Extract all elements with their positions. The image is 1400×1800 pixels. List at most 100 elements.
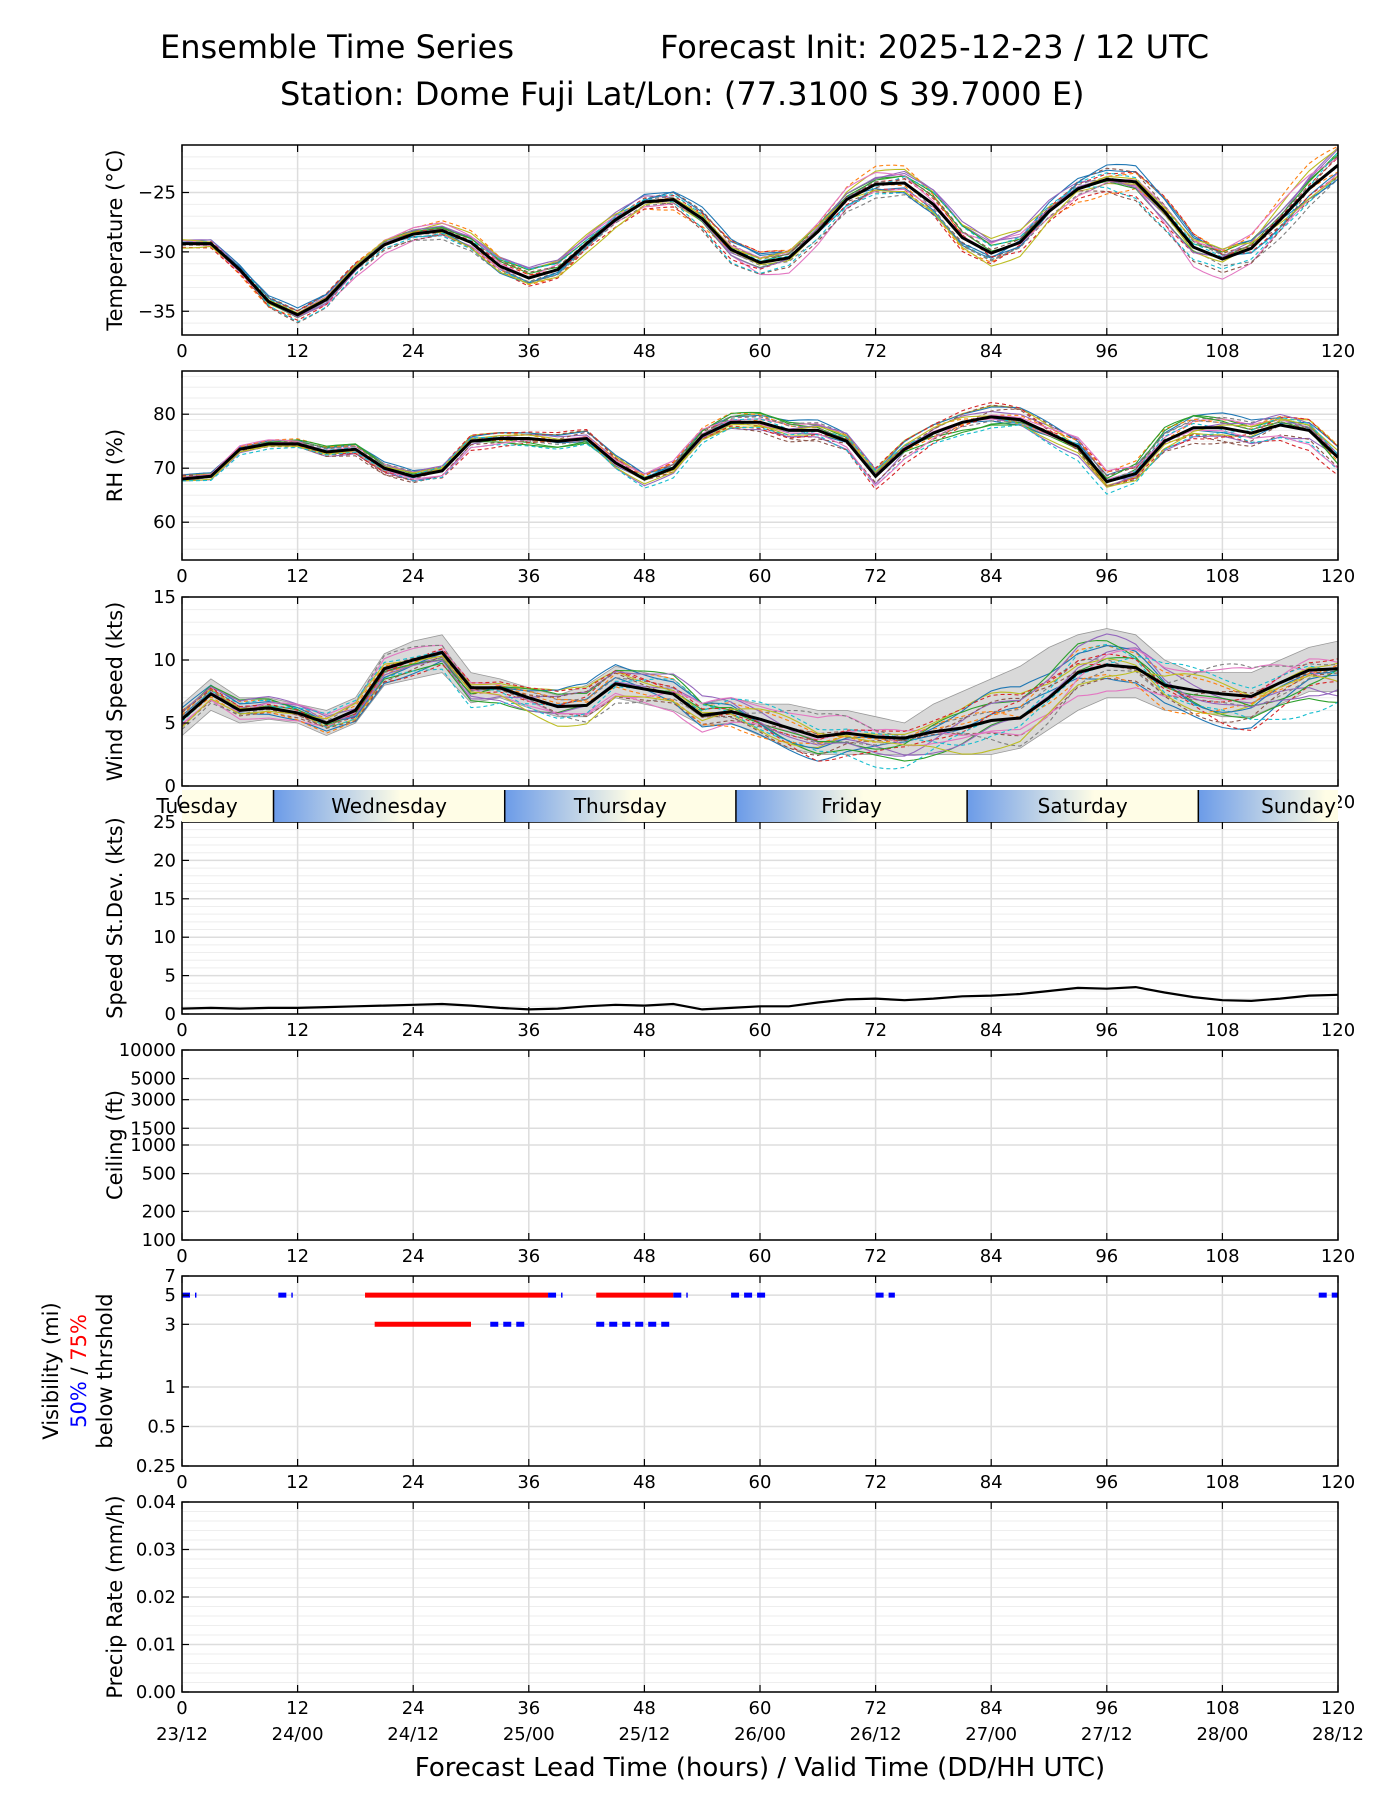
panel-visibility: 0.25 0.5 1 3 57 0 12 24 36 48 60 72 84 96 108 120 Visibi… xyxy=(39,1266,1355,1493)
y-tick-label: −25 xyxy=(138,183,176,204)
x-tick-label: 96 xyxy=(1095,1472,1118,1493)
member-line xyxy=(182,652,1338,745)
x-tick-label: 60 xyxy=(749,341,772,362)
x-tick-label: 0 xyxy=(176,1246,187,1267)
x-tick-label: 120 xyxy=(1321,1246,1355,1267)
member-line xyxy=(182,402,1338,487)
x-tick-label: 12 xyxy=(286,1698,309,1719)
day-band xyxy=(504,790,736,822)
member-line xyxy=(182,155,1338,324)
member-line xyxy=(182,645,1338,743)
x-tick-label: 60 xyxy=(749,1472,772,1493)
member-line xyxy=(182,172,1338,318)
x-tick-label: 24 xyxy=(402,1472,425,1493)
x-tick-label: 24 xyxy=(402,1246,425,1267)
member-line xyxy=(182,660,1338,762)
valid-time-label: 24/00 xyxy=(272,1724,324,1745)
y-tick-label: 20 xyxy=(153,850,176,871)
x-tick-label: 72 xyxy=(864,1246,887,1267)
x-tick-label: 12 xyxy=(286,1020,309,1041)
x-tick-label: 96 xyxy=(1095,566,1118,587)
member-line xyxy=(182,175,1338,314)
x-tick-label: 36 xyxy=(517,1698,540,1719)
member-line xyxy=(182,151,1338,323)
member-line xyxy=(182,412,1338,484)
y-tick-label: 70 xyxy=(153,458,176,479)
panel-temperature: −35 −30 −25 0 12 24 36 48 60 72 84 96 108 120 Temperat… xyxy=(103,144,1355,362)
x-tick-label: 96 xyxy=(1095,341,1118,362)
y-tick-label: 25 xyxy=(153,812,176,833)
label-separator: / xyxy=(67,1361,91,1381)
y-tick-label: 0.5 xyxy=(147,1416,176,1437)
x-tick-label: 72 xyxy=(864,1472,887,1493)
panel-speed_stdev: 0 5 10 15 20 25 0 12 24 36 48 60 72 84 96 108 120 Speed S… xyxy=(103,812,1355,1041)
x-tick-label: 0 xyxy=(176,1020,187,1041)
panel-rh: 60 70 80 0 12 24 36 48 60 72 84 96 108 120 RH (%) xyxy=(103,370,1355,587)
x-tick-label: 72 xyxy=(864,341,887,362)
x-tick-label: 108 xyxy=(1205,341,1239,362)
y-tick-label: 5 xyxy=(165,966,176,987)
x-tick-label: 72 xyxy=(864,566,887,587)
y-axis-label-group: Visibility (mi) 50% / 75% below thrshold xyxy=(39,1293,117,1448)
member-line xyxy=(182,643,1338,770)
member-line xyxy=(182,404,1338,488)
y-axis-label-tail: below thrshold xyxy=(93,1293,117,1448)
y-axis-label-threshold: 50% / 75% xyxy=(67,1314,91,1428)
y-tick-label: 3 xyxy=(165,1314,176,1335)
title-block: Ensemble Time Series Forecast Init: 2025… xyxy=(0,0,1400,140)
y-tick-label: 0 xyxy=(165,1004,176,1025)
y-axis-label: Visibility (mi) xyxy=(39,1302,63,1439)
x-tick-label: 120 xyxy=(1321,1020,1355,1041)
y-axis-label: Speed St.Dev. (kts) xyxy=(103,817,127,1019)
x-tick-label: 48 xyxy=(633,1020,656,1041)
x-tick-label: 84 xyxy=(980,341,1003,362)
member-line xyxy=(182,416,1338,495)
y-tick-label: 0.04 xyxy=(136,1492,176,1513)
panel-wind_speed: 05101501224364860728496108120Wind Speed … xyxy=(103,587,1355,813)
x-tick-label: 108 xyxy=(1205,1698,1239,1719)
label-50-percent: 50% xyxy=(67,1381,91,1428)
x-tick-label: 36 xyxy=(517,1020,540,1041)
y-tick-label: 100 xyxy=(142,1230,176,1251)
y-tick-label: 0 xyxy=(165,776,176,797)
x-tick-label: 48 xyxy=(633,1698,656,1719)
mean-line xyxy=(182,985,1338,1011)
day-strip-inner xyxy=(182,790,1338,822)
day-band xyxy=(1198,790,1338,822)
member-line xyxy=(182,650,1338,746)
x-tick-label: 60 xyxy=(749,1698,772,1719)
y-tick-label: 1 xyxy=(165,1377,176,1398)
x-tick-label: 120 xyxy=(1321,1698,1355,1719)
y-tick-label: 3000 xyxy=(130,1090,176,1111)
valid-time-label: 28/00 xyxy=(1196,1724,1248,1745)
member-line xyxy=(182,633,1338,757)
mean-line xyxy=(182,650,1338,740)
y-axis-label: Ceiling (ft) xyxy=(103,1090,127,1200)
y-tick-label: 0.25 xyxy=(136,1456,176,1477)
member-line xyxy=(182,412,1338,478)
y-tick-label: 80 xyxy=(153,404,176,425)
y-tick-label: 10000 xyxy=(119,1040,176,1061)
y-axis-label: Precip Rate (mm/h) xyxy=(103,1495,127,1698)
plot-area-wind_speed xyxy=(182,628,1338,770)
x-tick-label: 60 xyxy=(749,1020,772,1041)
y-tick-label: 60 xyxy=(153,512,176,533)
x-tick-label: 108 xyxy=(1205,1472,1239,1493)
member-line xyxy=(182,657,1338,746)
x-tick-label: 0 xyxy=(176,566,187,587)
day-band xyxy=(735,790,968,822)
y-tick-label: 500 xyxy=(142,1164,176,1185)
x-tick-label: 48 xyxy=(633,341,656,362)
valid-time-label: 24/12 xyxy=(387,1724,439,1745)
x-tick-label: 0 xyxy=(176,1698,187,1719)
x-tick-label: 48 xyxy=(633,1472,656,1493)
y-tick-label: 1000 xyxy=(130,1135,176,1156)
x-tick-label: 84 xyxy=(980,566,1003,587)
x-tick-label: 108 xyxy=(1205,1020,1239,1041)
y-tick-label: 5 xyxy=(165,713,176,734)
valid-time-label: 28/12 xyxy=(1312,1724,1364,1745)
x-tick-label: 24 xyxy=(402,566,425,587)
y-tick-label: −35 xyxy=(138,301,176,322)
latlon-label: Lat/Lon: (77.3100 S 39.7000 E) xyxy=(585,75,1085,113)
